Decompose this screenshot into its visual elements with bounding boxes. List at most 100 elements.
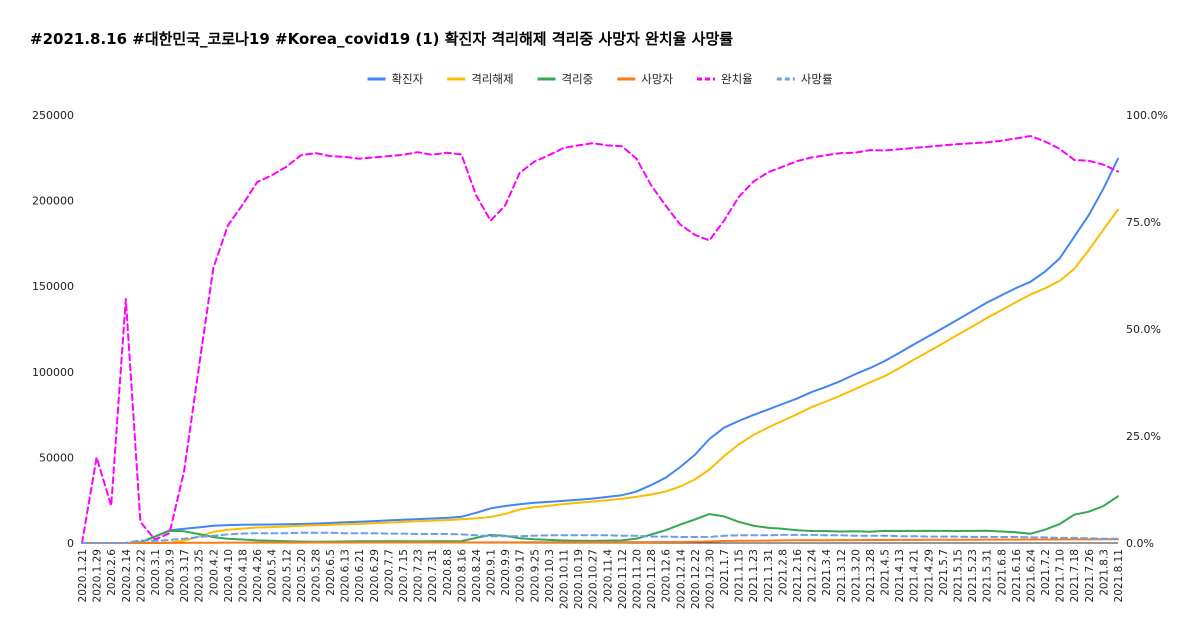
x-tick-label: 2020.6.13: [340, 549, 352, 602]
x-tick-label: 2021.5.23: [967, 549, 979, 602]
series-line-0: [81, 157, 1119, 544]
series-line-2: [81, 495, 1119, 544]
x-tick-label: 2021.4.29: [923, 549, 935, 602]
x-tick-label: 2021.6.8: [996, 549, 1008, 596]
y-left-tick-label: 250000: [32, 109, 74, 122]
x-tick-label: 2021.7.26: [1084, 549, 1096, 603]
legend-item-1: 격리해제: [447, 72, 514, 86]
x-tick-label: 2020.6.21: [354, 549, 366, 602]
y-left-tick-label: 100000: [32, 366, 74, 379]
x-tick-label: 2021.5.31: [982, 549, 994, 602]
x-tick-label: 2021.6.24: [1025, 549, 1037, 603]
x-tick-label: 2020.8.16: [456, 549, 468, 603]
y-right-tick-label: 75.0%: [1126, 216, 1161, 229]
x-tick-label: 2020.5.12: [281, 549, 293, 602]
x-tick-label: 2020.5.20: [296, 549, 308, 602]
x-tick-label: 2020.9.9: [500, 549, 512, 596]
y-left-tick-label: 0: [67, 537, 74, 550]
x-tick-label: 2021.2.8: [777, 549, 789, 596]
legend-label: 사망률: [801, 72, 833, 86]
x-tick-label: 2020.8.24: [471, 549, 483, 603]
x-tick-label: 2021.2.16: [792, 549, 804, 603]
y-left-tick-label: 50000: [39, 451, 74, 464]
x-tick-label: 2020.5.4: [267, 549, 279, 596]
x-tick-label: 2021.3.4: [821, 549, 833, 596]
legend-item-0: 확진자: [367, 72, 424, 86]
x-tick-label: 2021.4.21: [909, 549, 921, 602]
x-axis-ticks: 2020.1.21 2020.1.29 2020.2.6 2020.2.14 2020.…: [77, 549, 1125, 609]
x-tick-label: 2021.2.24: [807, 549, 819, 603]
x-tick-label: 2020.11.20: [631, 549, 643, 609]
x-tick-label: 2020.7.15: [398, 549, 410, 602]
x-tick-label: 2020.7.7: [383, 549, 395, 596]
x-tick-label: 2020.12.14: [675, 549, 687, 609]
x-tick-label: 2020.4.26: [252, 549, 264, 603]
x-tick-label: 2020.11.12: [617, 549, 629, 609]
x-tick-label: 2021.5.7: [938, 549, 950, 596]
legend-label: 격리중: [562, 72, 594, 86]
x-tick-label: 2020.12.6: [661, 549, 673, 603]
legend-item-3: 사망자: [617, 72, 673, 86]
x-tick-label: 2020.12.22: [690, 549, 702, 609]
legend-item-5: 사망률: [776, 72, 833, 86]
legend-item-4: 완치율: [697, 72, 753, 86]
x-tick-label: 2020.1.29: [92, 549, 104, 602]
x-tick-label: 2021.8.3: [1098, 549, 1110, 596]
x-tick-label: 2021.8.11: [1113, 549, 1125, 602]
x-tick-label: 2021.3.12: [836, 549, 848, 602]
x-tick-label: 2020.3.25: [194, 549, 206, 602]
x-tick-label: 2020.9.17: [515, 549, 527, 602]
x-tick-label: 2020.3.9: [165, 549, 177, 596]
x-tick-label: 2020.10.3: [544, 549, 556, 602]
legend-label: 확진자: [392, 72, 424, 86]
legend-label: 격리해제: [471, 72, 513, 86]
x-tick-label: 2020.1.21: [77, 549, 89, 602]
x-tick-label: 2020.4.2: [208, 549, 220, 596]
x-tick-label: 2020.10.19: [573, 549, 585, 609]
x-tick-label: 2021.1.31: [763, 549, 775, 602]
x-tick-label: 2020.4.10: [223, 549, 235, 602]
x-tick-label: 2021.5.15: [952, 549, 964, 602]
series-lines: [81, 135, 1119, 544]
x-tick-label: 2020.7.31: [427, 549, 439, 602]
x-tick-label: 2020.2.22: [135, 549, 147, 602]
x-tick-label: 2021.7.2: [1040, 549, 1052, 596]
series-line-4: [81, 135, 1119, 544]
x-tick-label: 2020.8.8: [442, 549, 454, 596]
chart-title: #2021.8.16 #대한민국_코로나19 #Korea_covid19 (1…: [30, 30, 734, 48]
x-tick-label: 2020.12.30: [704, 549, 716, 609]
x-tick-label: 2021.4.13: [894, 549, 906, 602]
x-tick-label: 2020.9.1: [486, 549, 498, 596]
series-line-5: [81, 531, 1119, 544]
legend-label: 사망자: [641, 72, 673, 86]
x-tick-label: 2020.11.28: [646, 549, 658, 609]
x-tick-label: 2020.6.5: [325, 549, 337, 596]
x-tick-label: 2020.9.25: [529, 549, 541, 602]
y-right-tick-label: 25.0%: [1126, 430, 1161, 443]
x-tick-label: 2021.3.20: [850, 549, 862, 602]
x-tick-label: 2020.10.11: [559, 549, 571, 609]
x-tick-label: 2020.2.6: [106, 549, 118, 596]
legend-label: 완치율: [721, 72, 753, 86]
series-line-1: [81, 208, 1119, 544]
x-tick-label: 2021.4.5: [880, 549, 892, 596]
legend-item-2: 격리중: [537, 72, 594, 86]
x-tick-label: 2020.6.29: [369, 549, 381, 602]
x-tick-label: 2021.1.7: [719, 549, 731, 596]
series-line-3: [81, 538, 1119, 544]
x-tick-label: 2021.1.15: [734, 549, 746, 602]
x-tick-label: 2021.1.23: [748, 549, 760, 602]
x-tick-label: 2020.7.23: [413, 549, 425, 602]
y-right-tick-label: 50.0%: [1126, 323, 1161, 336]
x-tick-label: 2020.11.4: [602, 549, 614, 603]
x-tick-label: 2020.10.27: [588, 549, 600, 609]
x-tick-label: 2020.5.28: [310, 549, 322, 602]
x-tick-label: 2020.3.1: [150, 549, 162, 596]
x-tick-label: 2021.6.16: [1011, 549, 1023, 603]
x-tick-label: 2020.2.14: [121, 549, 133, 603]
y-left-tick-label: 200000: [32, 195, 74, 208]
y-right-tick-label: 0.0%: [1126, 537, 1154, 550]
x-tick-label: 2020.3.17: [179, 549, 191, 602]
x-tick-label: 2020.4.18: [238, 549, 250, 602]
